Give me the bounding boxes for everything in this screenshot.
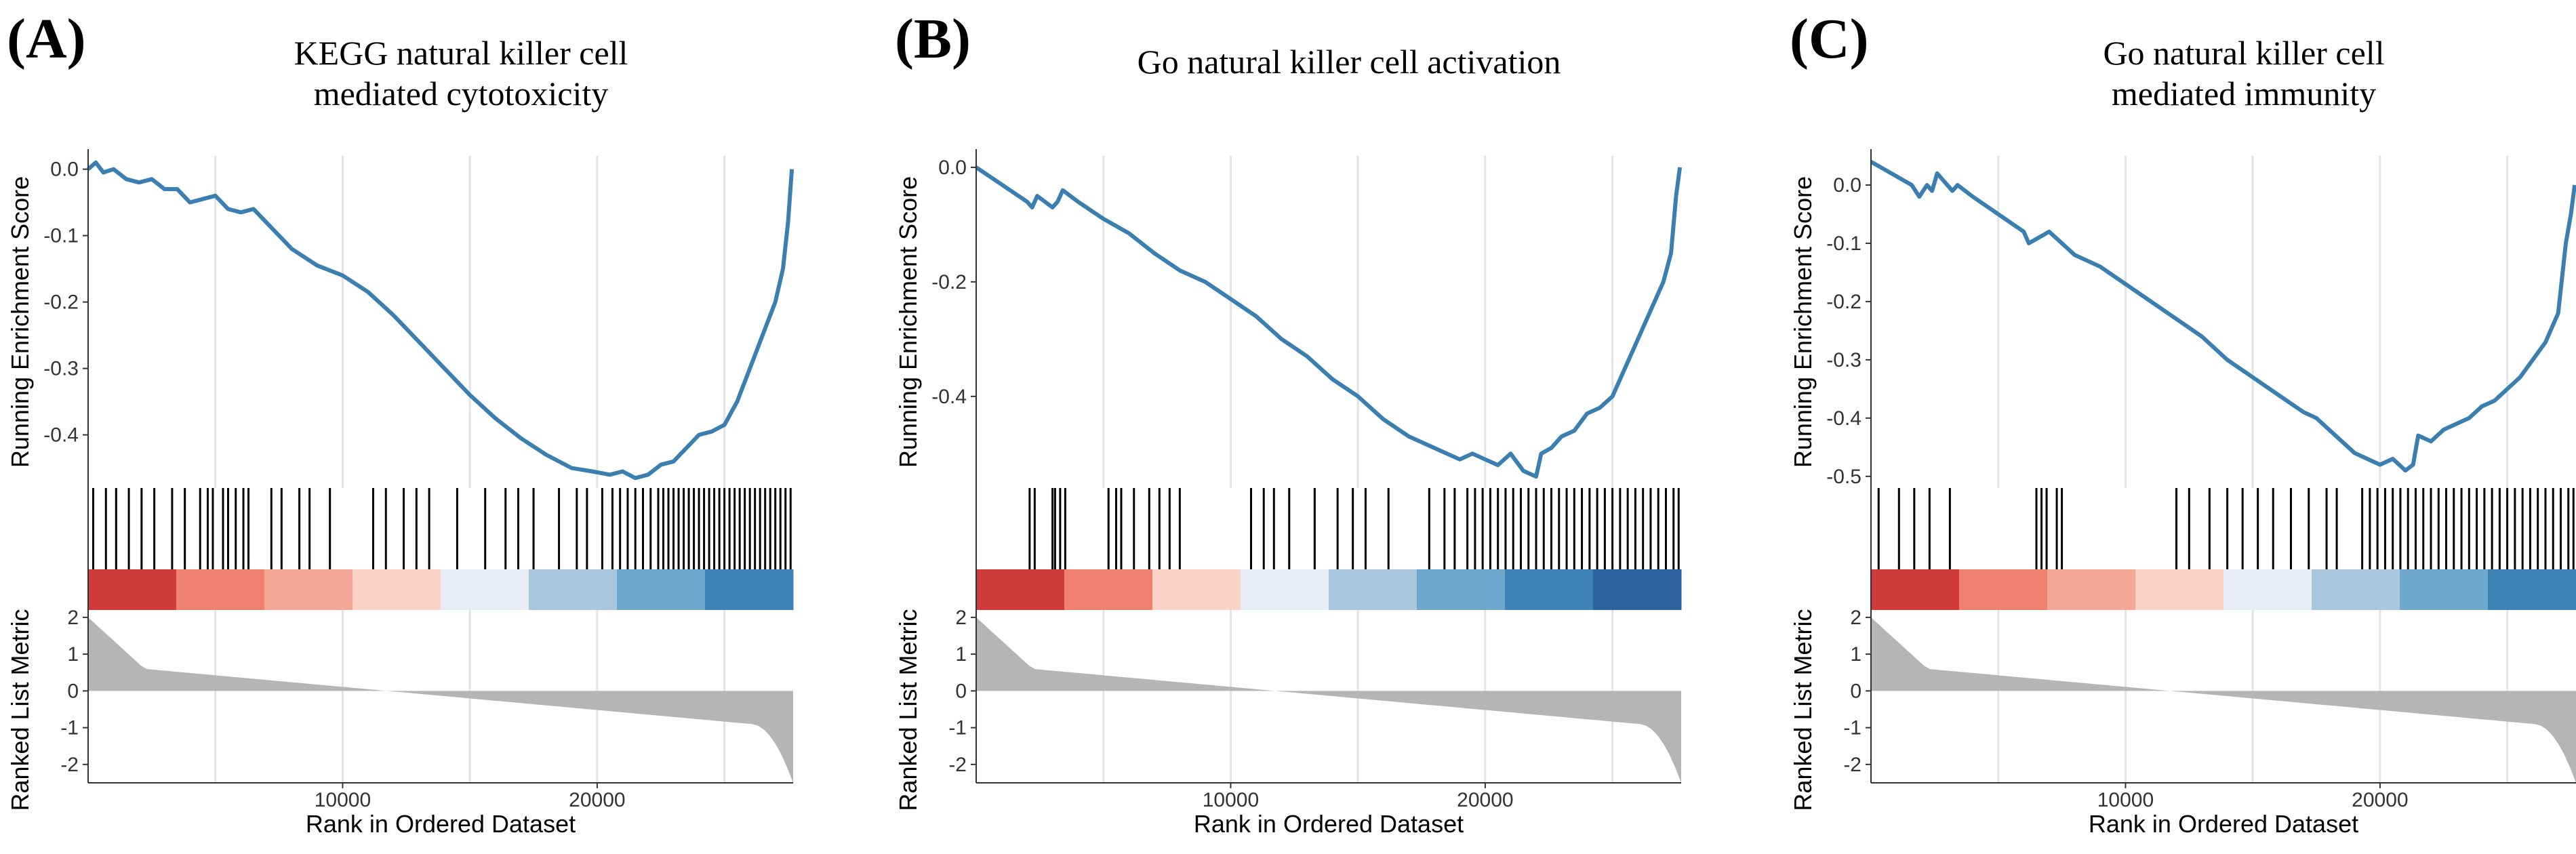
ytick-label-bottom: 0: [955, 680, 967, 702]
ranked-metric-area: [1871, 617, 2576, 783]
rank-color-segment: [529, 569, 618, 610]
rank-color-segment: [176, 569, 265, 610]
rank-color-segment: [2047, 569, 2136, 610]
y-axis-title-bottom: Ranked List Metric: [6, 609, 34, 811]
ytick-label-top: 0.0: [50, 159, 79, 181]
ytick-label-bottom: -2: [948, 754, 967, 776]
rank-color-segment: [1593, 569, 1682, 610]
panel-label: (B): [895, 7, 971, 70]
x-axis-title: Rank in Ordered Dataset: [2089, 810, 2358, 838]
ytick-label-top: 0.0: [938, 157, 967, 179]
y-axis-title-top: Running Enrichment Score: [894, 176, 922, 468]
ytick-label-bottom: -1: [60, 717, 79, 739]
rank-color-segment: [1959, 569, 2048, 610]
rank-color-segment: [705, 569, 794, 610]
panel-title-line: KEGG natural killer cell: [294, 34, 628, 72]
ytick-label-bottom: -2: [60, 754, 79, 776]
ytick-label-bottom: 2: [955, 607, 967, 629]
xtick-label: 20000: [2352, 789, 2408, 811]
rank-color-segment: [1871, 569, 1960, 610]
ytick-label-top: -0.4: [931, 386, 967, 408]
ytick-label-top: 0.0: [1833, 174, 1861, 197]
panel-label: (C): [1790, 7, 1869, 70]
ytick-label-bottom: 2: [1850, 607, 1861, 629]
xtick-label: 20000: [569, 789, 625, 811]
rank-color-segment: [88, 569, 177, 610]
ytick-label-top: -0.4: [1826, 407, 1861, 430]
ytick-label-top: -0.4: [43, 424, 79, 447]
y-axis-title-top: Running Enrichment Score: [1789, 176, 1817, 468]
rank-color-segment: [2488, 569, 2576, 610]
rank-color-segment: [1152, 569, 1241, 610]
ytick-label-bottom: -1: [1843, 717, 1861, 739]
panel-title-line: Go natural killer cell: [2103, 34, 2384, 72]
panel-label: (A): [7, 7, 86, 70]
rank-color-segment: [264, 569, 353, 610]
ytick-label-bottom: 1: [67, 643, 79, 666]
ytick-label-top: -0.3: [43, 358, 79, 380]
panel-title-line: Go natural killer cell activation: [1138, 43, 1561, 81]
rank-color-segment: [353, 569, 441, 610]
rank-color-segment: [441, 569, 529, 610]
xtick-label: 10000: [315, 789, 371, 811]
rank-color-segment: [1241, 569, 1329, 610]
ytick-label-top: -0.2: [43, 291, 79, 314]
ytick-label-bottom: 1: [955, 643, 967, 666]
rank-color-segment: [1329, 569, 1417, 610]
rank-color-segment: [2223, 569, 2312, 610]
y-axis-title-bottom: Ranked List Metric: [1789, 609, 1817, 811]
ytick-label-top: -0.1: [1826, 232, 1861, 255]
rank-color-segment: [976, 569, 1065, 610]
rank-color-segment: [2135, 569, 2224, 610]
panel-title-line: mediated cytotoxicity: [314, 75, 609, 113]
ytick-label-top: -0.2: [931, 271, 967, 293]
ytick-label-top: -0.3: [1826, 349, 1861, 371]
enrichment-score-line: [1870, 159, 2576, 473]
rank-color-segment: [1505, 569, 1594, 610]
xtick-label: 10000: [1203, 789, 1259, 811]
ytick-label-bottom: -2: [1843, 754, 1861, 776]
rank-color-segment: [617, 569, 706, 610]
ytick-label-top: -0.5: [1826, 466, 1861, 488]
gsea-panel-2: (B) Go natural killer cell activation 0.0 -…: [894, 7, 1683, 838]
x-axis-title: Rank in Ordered Dataset: [306, 810, 576, 838]
ytick-label-top: -0.1: [43, 225, 79, 247]
rank-color-segment: [2312, 569, 2400, 610]
ytick-label-bottom: 0: [67, 680, 79, 702]
ranked-metric-area: [88, 617, 793, 783]
rank-color-segment: [1417, 569, 1506, 610]
panel-title-line: mediated immunity: [2112, 75, 2376, 113]
ytick-label-bottom: 1: [1850, 643, 1861, 666]
ranked-metric-area: [976, 617, 1681, 783]
ytick-label-bottom: -1: [948, 717, 967, 739]
xtick-label: 10000: [2097, 789, 2154, 811]
ytick-label-top: -0.2: [1826, 291, 1861, 313]
enrichment-score-line: [87, 160, 794, 481]
enrichment-score-line: [975, 165, 1683, 479]
rank-color-segment: [1064, 569, 1153, 610]
y-axis-title-bottom: Ranked List Metric: [894, 609, 922, 811]
ytick-label-bottom: 2: [67, 607, 79, 629]
xtick-label: 20000: [1457, 789, 1513, 811]
y-axis-title-top: Running Enrichment Score: [6, 176, 34, 468]
ytick-label-bottom: 0: [1850, 680, 1861, 702]
rank-color-segment: [2400, 569, 2489, 610]
x-axis-title: Rank in Ordered Dataset: [1194, 810, 1464, 838]
